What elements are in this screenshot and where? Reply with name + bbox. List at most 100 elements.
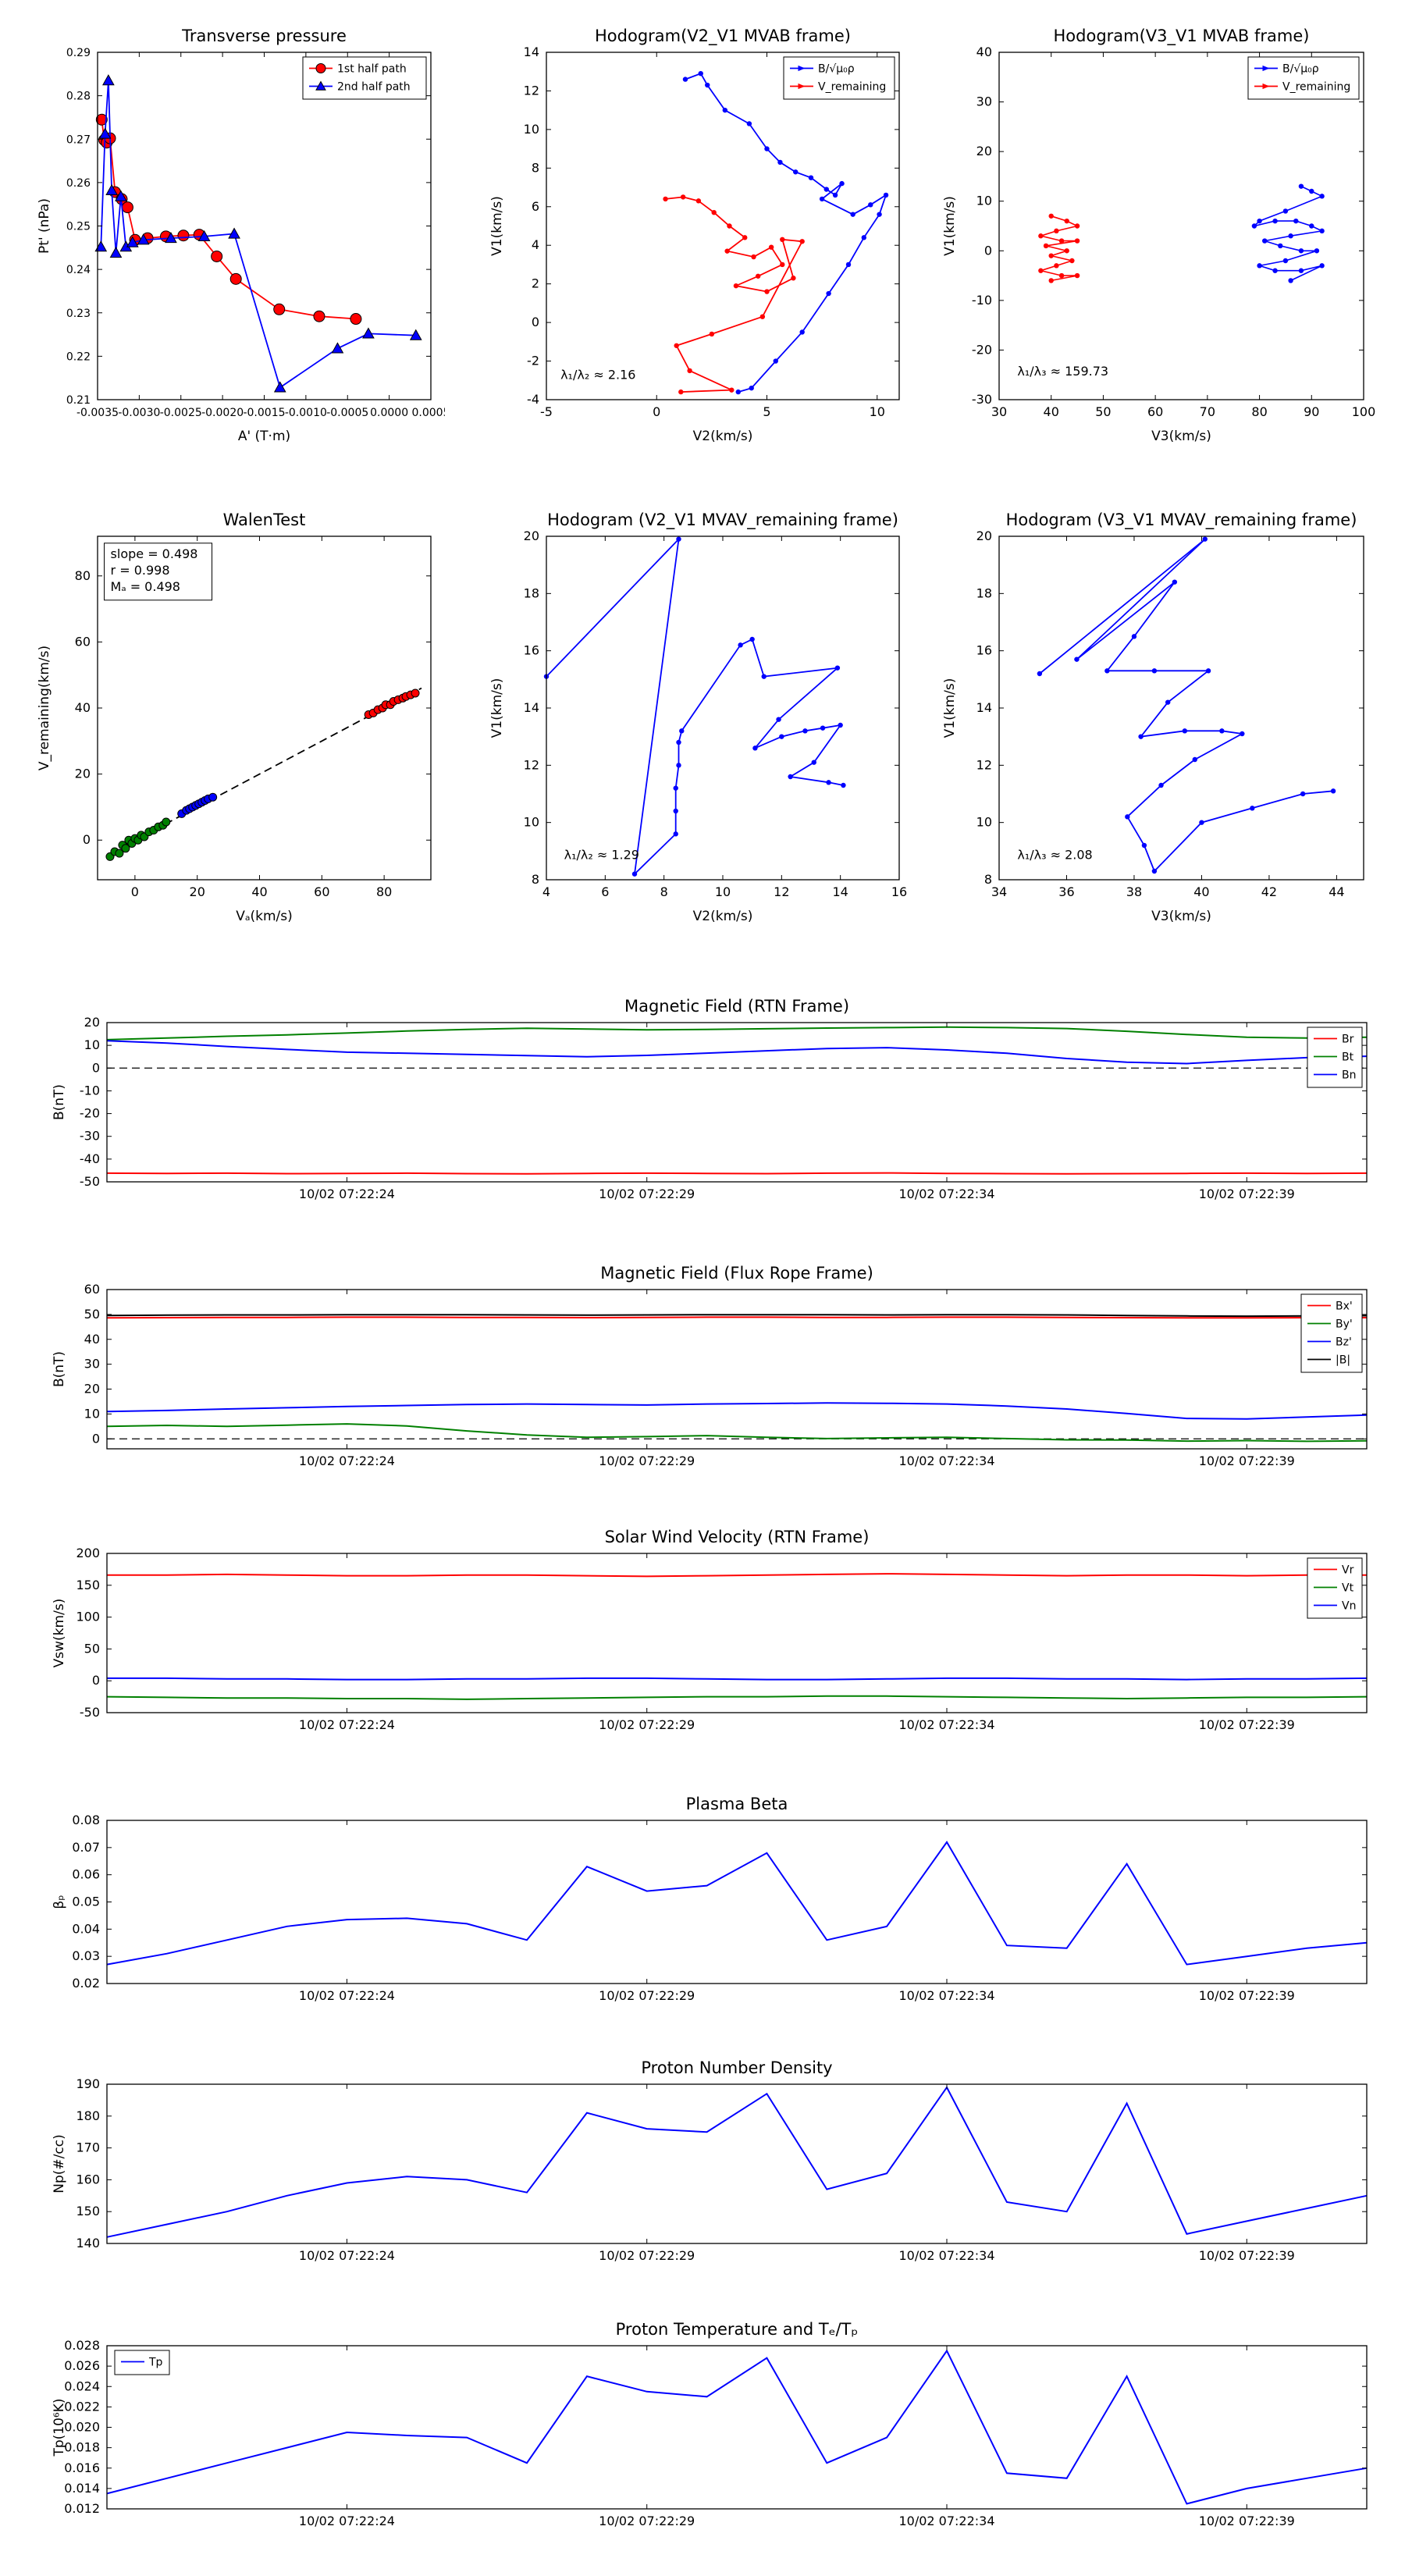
svg-text:0.016: 0.016 <box>64 2460 100 2475</box>
svg-text:14: 14 <box>524 700 539 715</box>
svg-text:0.05: 0.05 <box>72 1895 100 1909</box>
svg-text:16: 16 <box>976 643 992 658</box>
svg-text:36: 36 <box>1058 884 1074 899</box>
svg-text:Vsw(km/s): Vsw(km/s) <box>52 1599 67 1668</box>
chart-hodogram-v3v1-mvab: 30 40 50 60 70 80 90 100 -30 -20 -10 0 10 20 30 40 Hodog… <box>937 12 1378 461</box>
svg-text:-40: -40 <box>80 1151 100 1166</box>
svg-text:0.21: 0.21 <box>66 394 91 407</box>
svg-text:8: 8 <box>660 884 668 899</box>
svg-text:12: 12 <box>774 884 789 899</box>
svg-text:Np(#/cc): Np(#/cc) <box>52 2134 67 2193</box>
svg-text:Transverse pressure: Transverse pressure <box>181 27 347 45</box>
svg-text:34: 34 <box>991 884 1007 899</box>
chart-bfield-rtn: 10/02 07:22:24 10/02 07:22:29 10/02 07:22:… <box>43 991 1378 1218</box>
svg-text:18: 18 <box>524 585 539 600</box>
svg-text:10/02 07:22:34: 10/02 07:22:34 <box>898 2514 994 2528</box>
svg-text:10/02 07:22:29: 10/02 07:22:29 <box>599 1453 695 1468</box>
svg-text:10: 10 <box>84 1406 100 1421</box>
svg-text:2: 2 <box>532 276 539 291</box>
svg-text:0.0000: 0.0000 <box>370 407 408 419</box>
svg-text:10/02 07:22:29: 10/02 07:22:29 <box>599 1717 695 1732</box>
svg-text:6: 6 <box>532 199 539 214</box>
svg-text:Pt' (nPa): Pt' (nPa) <box>37 198 52 254</box>
svg-text:0: 0 <box>131 884 139 899</box>
svg-text:Proton Number Density: Proton Number Density <box>641 2058 832 2077</box>
svg-text:4: 4 <box>532 237 539 252</box>
svg-text:0: 0 <box>532 315 539 329</box>
svg-text:200: 200 <box>76 1546 100 1560</box>
svg-text:-0.0030: -0.0030 <box>118 407 160 419</box>
svg-text:0.22: 0.22 <box>66 350 91 363</box>
svg-text:0.03: 0.03 <box>72 1948 100 1963</box>
svg-text:V2(km/s): V2(km/s) <box>693 909 753 924</box>
svg-text:0.07: 0.07 <box>72 1840 100 1855</box>
svg-text:0.018: 0.018 <box>64 2440 100 2455</box>
svg-text:-0.0005: -0.0005 <box>326 407 368 419</box>
svg-text:-50: -50 <box>80 1705 100 1720</box>
svg-text:Vₐ(km/s): Vₐ(km/s) <box>236 909 293 924</box>
svg-text:100: 100 <box>1352 404 1376 419</box>
svg-text:12: 12 <box>976 757 992 772</box>
svg-text:0.29: 0.29 <box>66 47 91 59</box>
svg-text:80: 80 <box>376 884 392 899</box>
svg-text:10/02 07:22:34: 10/02 07:22:34 <box>898 1453 994 1468</box>
svg-text:80: 80 <box>75 568 91 583</box>
svg-text:Vn: Vn <box>1342 1600 1356 1613</box>
chart-proton-number-density: 10/02 07:22:24 10/02 07:22:29 10/02 07:22:… <box>43 2053 1378 2279</box>
svg-text:10/02 07:22:34: 10/02 07:22:34 <box>898 1988 994 2003</box>
svg-text:30: 30 <box>991 404 1007 419</box>
svg-text:10: 10 <box>524 815 539 830</box>
svg-text:V1(km/s): V1(km/s) <box>942 678 958 738</box>
svg-text:V1(km/s): V1(km/s) <box>489 678 505 738</box>
svg-text:Bx': Bx' <box>1336 1300 1353 1313</box>
svg-text:-30: -30 <box>972 392 992 407</box>
svg-text:5: 5 <box>763 404 770 419</box>
svg-text:10/02 07:22:24: 10/02 07:22:24 <box>299 1988 395 2003</box>
svg-text:10: 10 <box>870 404 885 419</box>
svg-text:0: 0 <box>984 243 992 258</box>
svg-text:Bz': Bz' <box>1336 1336 1352 1349</box>
svg-text:Plasma Beta: Plasma Beta <box>686 1795 788 1813</box>
svg-text:30: 30 <box>976 94 992 109</box>
svg-text:λ₁/λ₃ ≈ 159.73: λ₁/λ₃ ≈ 159.73 <box>1017 364 1108 379</box>
svg-text:-2: -2 <box>527 354 539 368</box>
svg-text:Solar Wind Velocity (RTN Frame: Solar Wind Velocity (RTN Frame) <box>605 1528 870 1546</box>
svg-text:80: 80 <box>1251 404 1267 419</box>
svg-text:10/02 07:22:24: 10/02 07:22:24 <box>299 2514 395 2528</box>
svg-text:0.26: 0.26 <box>66 177 91 190</box>
svg-text:40: 40 <box>84 1332 100 1347</box>
svg-text:10/02 07:22:29: 10/02 07:22:29 <box>599 1988 695 2003</box>
svg-text:-0.0010: -0.0010 <box>285 407 327 419</box>
svg-text:12: 12 <box>524 757 539 772</box>
svg-text:V3(km/s): V3(km/s) <box>1151 909 1211 924</box>
svg-text:B(nT): B(nT) <box>52 1084 67 1120</box>
svg-text:B/√μ₀ρ: B/√μ₀ρ <box>818 63 855 76</box>
svg-text:B(nT): B(nT) <box>52 1351 67 1387</box>
svg-text:0.27: 0.27 <box>66 133 91 146</box>
chart-hodogram-v2v1-mvav: 4 6 8 10 12 14 16 8 10 12 14 16 18 20 Hodogram (V2_V1 … <box>484 496 913 941</box>
svg-text:0.28: 0.28 <box>66 91 91 103</box>
svg-text:-5: -5 <box>540 404 553 419</box>
chart-solar-wind-velocity: 10/02 07:22:24 10/02 07:22:29 10/02 07:22:… <box>43 1522 1378 1749</box>
svg-text:10/02 07:22:29: 10/02 07:22:29 <box>599 1187 695 1201</box>
svg-text:0.04: 0.04 <box>72 1921 100 1936</box>
svg-text:12: 12 <box>524 83 539 98</box>
svg-text:WalenTest: WalenTest <box>223 511 306 529</box>
chart-proton-temperature: 10/02 07:22:24 10/02 07:22:29 10/02 07:22:… <box>43 2314 1378 2545</box>
svg-text:Bn: Bn <box>1342 1069 1356 1082</box>
svg-text:V1(km/s): V1(km/s) <box>489 196 505 256</box>
svg-text:V2(km/s): V2(km/s) <box>693 429 753 444</box>
svg-text:0.06: 0.06 <box>72 1867 100 1882</box>
svg-text:Proton Temperature and Tₑ/Tₚ: Proton Temperature and Tₑ/Tₚ <box>616 2320 859 2339</box>
svg-text:20: 20 <box>190 884 205 899</box>
svg-text:Vr: Vr <box>1342 1564 1354 1577</box>
svg-text:60: 60 <box>1147 404 1163 419</box>
svg-text:Magnetic Field (RTN Frame): Magnetic Field (RTN Frame) <box>624 997 849 1016</box>
svg-text:0.23: 0.23 <box>66 308 91 320</box>
svg-text:10: 10 <box>524 122 539 137</box>
svg-text:10/02 07:22:34: 10/02 07:22:34 <box>898 1717 994 1732</box>
svg-text:60: 60 <box>314 884 329 899</box>
svg-text:20: 20 <box>84 1015 100 1030</box>
svg-text:20: 20 <box>84 1382 100 1397</box>
svg-text:1st half path: 1st half path <box>337 63 407 76</box>
